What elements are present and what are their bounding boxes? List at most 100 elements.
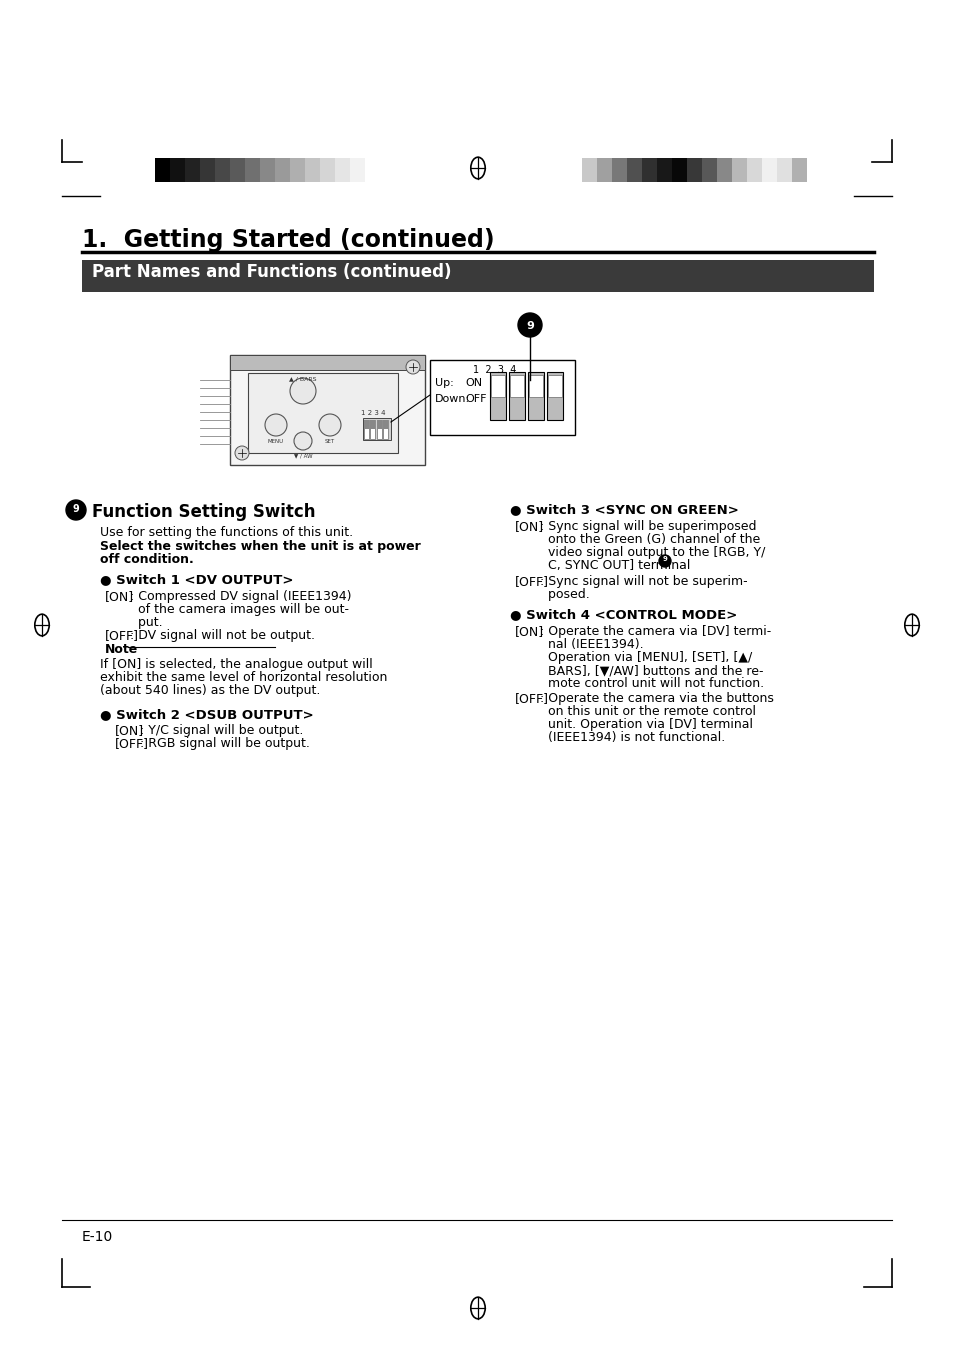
Text: 1  2  3  4: 1 2 3 4 xyxy=(473,365,517,376)
Text: : Operate the camera via the buttons: : Operate the camera via the buttons xyxy=(539,692,773,705)
Bar xyxy=(274,158,290,182)
Bar xyxy=(490,372,505,420)
Text: [OFF]: [OFF] xyxy=(515,692,548,705)
Bar xyxy=(248,373,397,453)
Bar xyxy=(383,420,388,430)
Text: OFF: OFF xyxy=(464,394,486,404)
Text: MENU: MENU xyxy=(268,439,284,444)
Text: Operation via [MENU], [SET], [▲/: Operation via [MENU], [SET], [▲/ xyxy=(539,651,752,663)
Text: Part Names and Functions (continued): Part Names and Functions (continued) xyxy=(91,263,451,281)
Text: Up:: Up: xyxy=(435,378,454,388)
Bar xyxy=(776,158,791,182)
Bar xyxy=(383,420,388,439)
Ellipse shape xyxy=(34,615,50,636)
Text: mote control unit will not function.: mote control unit will not function. xyxy=(539,677,763,690)
Bar xyxy=(791,158,806,182)
Ellipse shape xyxy=(903,615,919,636)
Bar xyxy=(527,372,543,420)
Bar xyxy=(491,376,504,397)
Text: 9: 9 xyxy=(525,322,534,331)
Text: ● Switch 1 <DV OUTPUT>: ● Switch 1 <DV OUTPUT> xyxy=(100,573,294,586)
Text: of the camera images will be out-: of the camera images will be out- xyxy=(130,603,349,616)
Text: If [ON] is selected, the analogue output will: If [ON] is selected, the analogue output… xyxy=(100,658,373,671)
Text: onto the Green (G) channel of the: onto the Green (G) channel of the xyxy=(539,534,760,546)
Text: ● Switch 2 <DSUB OUTPUT>: ● Switch 2 <DSUB OUTPUT> xyxy=(100,708,314,721)
Bar xyxy=(363,417,391,440)
Bar xyxy=(701,158,717,182)
Text: ● Switch 3 <SYNC ON GREEN>: ● Switch 3 <SYNC ON GREEN> xyxy=(510,503,739,516)
Text: Use for setting the functions of this unit.: Use for setting the functions of this un… xyxy=(100,526,353,539)
Text: put.: put. xyxy=(130,616,162,630)
Bar xyxy=(717,158,731,182)
Text: SET: SET xyxy=(325,439,335,444)
Bar xyxy=(154,158,170,182)
Circle shape xyxy=(234,446,249,459)
Bar xyxy=(509,372,524,420)
Bar xyxy=(376,420,381,430)
Bar xyxy=(376,420,381,439)
Text: (IEEE1394) is not functional.: (IEEE1394) is not functional. xyxy=(539,731,724,744)
Text: : Sync signal will be superimposed: : Sync signal will be superimposed xyxy=(539,520,756,534)
Bar xyxy=(365,158,379,182)
Text: : Compressed DV signal (IEEE1394): : Compressed DV signal (IEEE1394) xyxy=(130,590,351,603)
Bar xyxy=(364,420,369,430)
Text: 1.  Getting Started (continued): 1. Getting Started (continued) xyxy=(82,228,494,253)
Text: nal (IEEE1394).: nal (IEEE1394). xyxy=(539,638,643,651)
Circle shape xyxy=(659,555,670,567)
Bar xyxy=(305,158,319,182)
Bar xyxy=(370,420,375,439)
Bar xyxy=(529,376,542,397)
Circle shape xyxy=(294,432,312,450)
Bar xyxy=(430,359,575,435)
Text: [ON]: [ON] xyxy=(515,520,543,534)
Text: ▼ / AW: ▼ / AW xyxy=(294,453,312,458)
Bar xyxy=(686,158,701,182)
Bar xyxy=(626,158,641,182)
Text: ● Switch 4 <CONTROL MODE>: ● Switch 4 <CONTROL MODE> xyxy=(510,608,737,621)
Text: video signal output to the [RGB, Y/: video signal output to the [RGB, Y/ xyxy=(539,546,764,559)
Bar xyxy=(657,158,671,182)
Text: 1 2 3 4: 1 2 3 4 xyxy=(360,409,385,416)
Text: [ON]: [ON] xyxy=(515,626,543,638)
Text: [OFF]: [OFF] xyxy=(515,576,548,588)
Bar xyxy=(185,158,200,182)
Text: unit. Operation via [DV] terminal: unit. Operation via [DV] terminal xyxy=(539,717,752,731)
Text: [ON]: [ON] xyxy=(115,724,144,738)
Bar xyxy=(260,158,274,182)
Text: [ON]: [ON] xyxy=(105,590,134,603)
Text: 9: 9 xyxy=(662,557,667,562)
Bar xyxy=(214,158,230,182)
Circle shape xyxy=(66,500,86,520)
Bar xyxy=(230,158,245,182)
Bar xyxy=(547,376,561,397)
Circle shape xyxy=(406,359,419,374)
Bar xyxy=(335,158,350,182)
Text: Note: Note xyxy=(105,643,138,657)
Bar xyxy=(731,158,746,182)
Text: (about 540 lines) as the DV output.: (about 540 lines) as the DV output. xyxy=(100,684,320,697)
Text: : DV signal will not be output.: : DV signal will not be output. xyxy=(130,630,314,642)
Text: E-10: E-10 xyxy=(82,1229,113,1244)
Bar xyxy=(641,158,657,182)
Bar xyxy=(230,355,424,370)
Bar xyxy=(364,420,369,439)
Text: : Sync signal will not be superim-: : Sync signal will not be superim- xyxy=(539,576,747,588)
Text: 9: 9 xyxy=(72,504,79,513)
Ellipse shape xyxy=(471,1297,485,1319)
Text: ▲ / BARS: ▲ / BARS xyxy=(289,376,316,381)
Text: Down:: Down: xyxy=(435,394,470,404)
Bar xyxy=(581,158,597,182)
Bar xyxy=(612,158,626,182)
Text: Function Setting Switch: Function Setting Switch xyxy=(91,503,315,521)
Bar xyxy=(245,158,260,182)
Bar xyxy=(597,158,612,182)
Text: : Y/C signal will be output.: : Y/C signal will be output. xyxy=(140,724,303,738)
Text: : RGB signal will be output.: : RGB signal will be output. xyxy=(140,738,310,750)
Bar xyxy=(671,158,686,182)
Text: [OFF]: [OFF] xyxy=(105,630,139,642)
Bar xyxy=(350,158,365,182)
Bar xyxy=(170,158,185,182)
Bar xyxy=(200,158,214,182)
Bar xyxy=(370,420,375,430)
Bar xyxy=(546,372,562,420)
